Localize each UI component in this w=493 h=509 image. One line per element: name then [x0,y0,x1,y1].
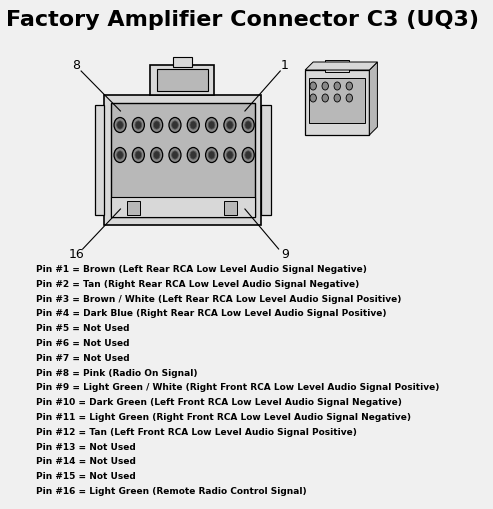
Circle shape [322,82,328,90]
Circle shape [245,151,251,159]
Circle shape [190,121,197,129]
Circle shape [153,121,160,129]
Bar [261,105,271,215]
Circle shape [169,148,181,162]
Bar [111,197,254,217]
Text: Pin #6 = Not Used: Pin #6 = Not Used [36,339,130,348]
Bar [95,105,105,215]
Text: Pin #4 = Dark Blue (Right Rear RCA Low Level Audio Signal Positive): Pin #4 = Dark Blue (Right Rear RCA Low L… [36,309,387,319]
Bar [305,70,369,135]
Text: Pin #2 = Tan (Right Rear RCA Low Level Audio Signal Negative): Pin #2 = Tan (Right Rear RCA Low Level A… [36,280,359,289]
Text: Pin #3 = Brown / White (Left Rear RCA Low Level Audio Signal Positive): Pin #3 = Brown / White (Left Rear RCA Lo… [36,295,401,303]
Text: Pin #9 = Light Green / White (Right Front RCA Low Level Audio Signal Positive): Pin #9 = Light Green / White (Right Fron… [36,383,440,392]
Circle shape [132,118,144,132]
Text: Pin #7 = Not Used: Pin #7 = Not Used [36,354,130,363]
Circle shape [117,151,123,159]
Bar [111,103,254,217]
Text: Pin #14 = Not Used: Pin #14 = Not Used [36,458,136,466]
Circle shape [227,121,233,129]
Circle shape [334,94,341,102]
Circle shape [135,151,141,159]
Circle shape [114,118,126,132]
Circle shape [187,118,199,132]
Polygon shape [369,62,378,135]
Text: Pin #1 = Brown (Left Rear RCA Low Level Audio Signal Negative): Pin #1 = Brown (Left Rear RCA Low Level … [36,265,367,274]
Text: Pin #8 = Pink (Radio On Signal): Pin #8 = Pink (Radio On Signal) [36,369,198,378]
Circle shape [242,148,254,162]
Circle shape [151,148,163,162]
Bar [224,201,237,215]
Text: Pin #16 = Light Green (Remote Radio Control Signal): Pin #16 = Light Green (Remote Radio Cont… [36,487,307,496]
Bar [127,201,140,215]
Text: 16: 16 [69,248,84,262]
Circle shape [117,121,123,129]
Text: Pin #10 = Dark Green (Left Front RCA Low Level Audio Signal Negative): Pin #10 = Dark Green (Left Front RCA Low… [36,398,402,407]
Circle shape [135,121,141,129]
Circle shape [346,82,352,90]
Circle shape [227,151,233,159]
Circle shape [187,148,199,162]
Text: Pin #15 = Not Used: Pin #15 = Not Used [36,472,136,481]
Circle shape [132,148,144,162]
Circle shape [169,118,181,132]
Circle shape [190,151,197,159]
Circle shape [245,121,251,129]
Text: 9: 9 [281,248,289,262]
Bar [150,65,214,95]
Circle shape [114,148,126,162]
Text: 1: 1 [281,59,289,71]
Circle shape [208,121,215,129]
Circle shape [242,118,254,132]
Circle shape [310,82,317,90]
Circle shape [334,82,341,90]
Text: Pin #5 = Not Used: Pin #5 = Not Used [36,324,130,333]
Circle shape [346,94,352,102]
Text: 8: 8 [72,59,80,71]
Circle shape [322,94,328,102]
Text: Factory Amplifier Connector C3 (UQ3): Factory Amplifier Connector C3 (UQ3) [6,10,479,30]
Circle shape [206,118,217,132]
Circle shape [151,118,163,132]
Circle shape [172,151,178,159]
Bar [309,78,365,123]
Bar [173,57,192,67]
Bar [325,60,350,72]
Circle shape [224,148,236,162]
Bar [105,95,261,225]
Circle shape [206,148,217,162]
Circle shape [208,151,215,159]
Text: Pin #12 = Tan (Left Front RCA Low Level Audio Signal Positive): Pin #12 = Tan (Left Front RCA Low Level … [36,428,357,437]
Text: Pin #13 = Not Used: Pin #13 = Not Used [36,443,136,451]
Polygon shape [305,62,378,70]
Circle shape [224,118,236,132]
Bar [157,69,208,91]
Circle shape [310,94,317,102]
Circle shape [153,151,160,159]
Circle shape [172,121,178,129]
Text: Pin #11 = Light Green (Right Front RCA Low Level Audio Signal Negative): Pin #11 = Light Green (Right Front RCA L… [36,413,411,422]
